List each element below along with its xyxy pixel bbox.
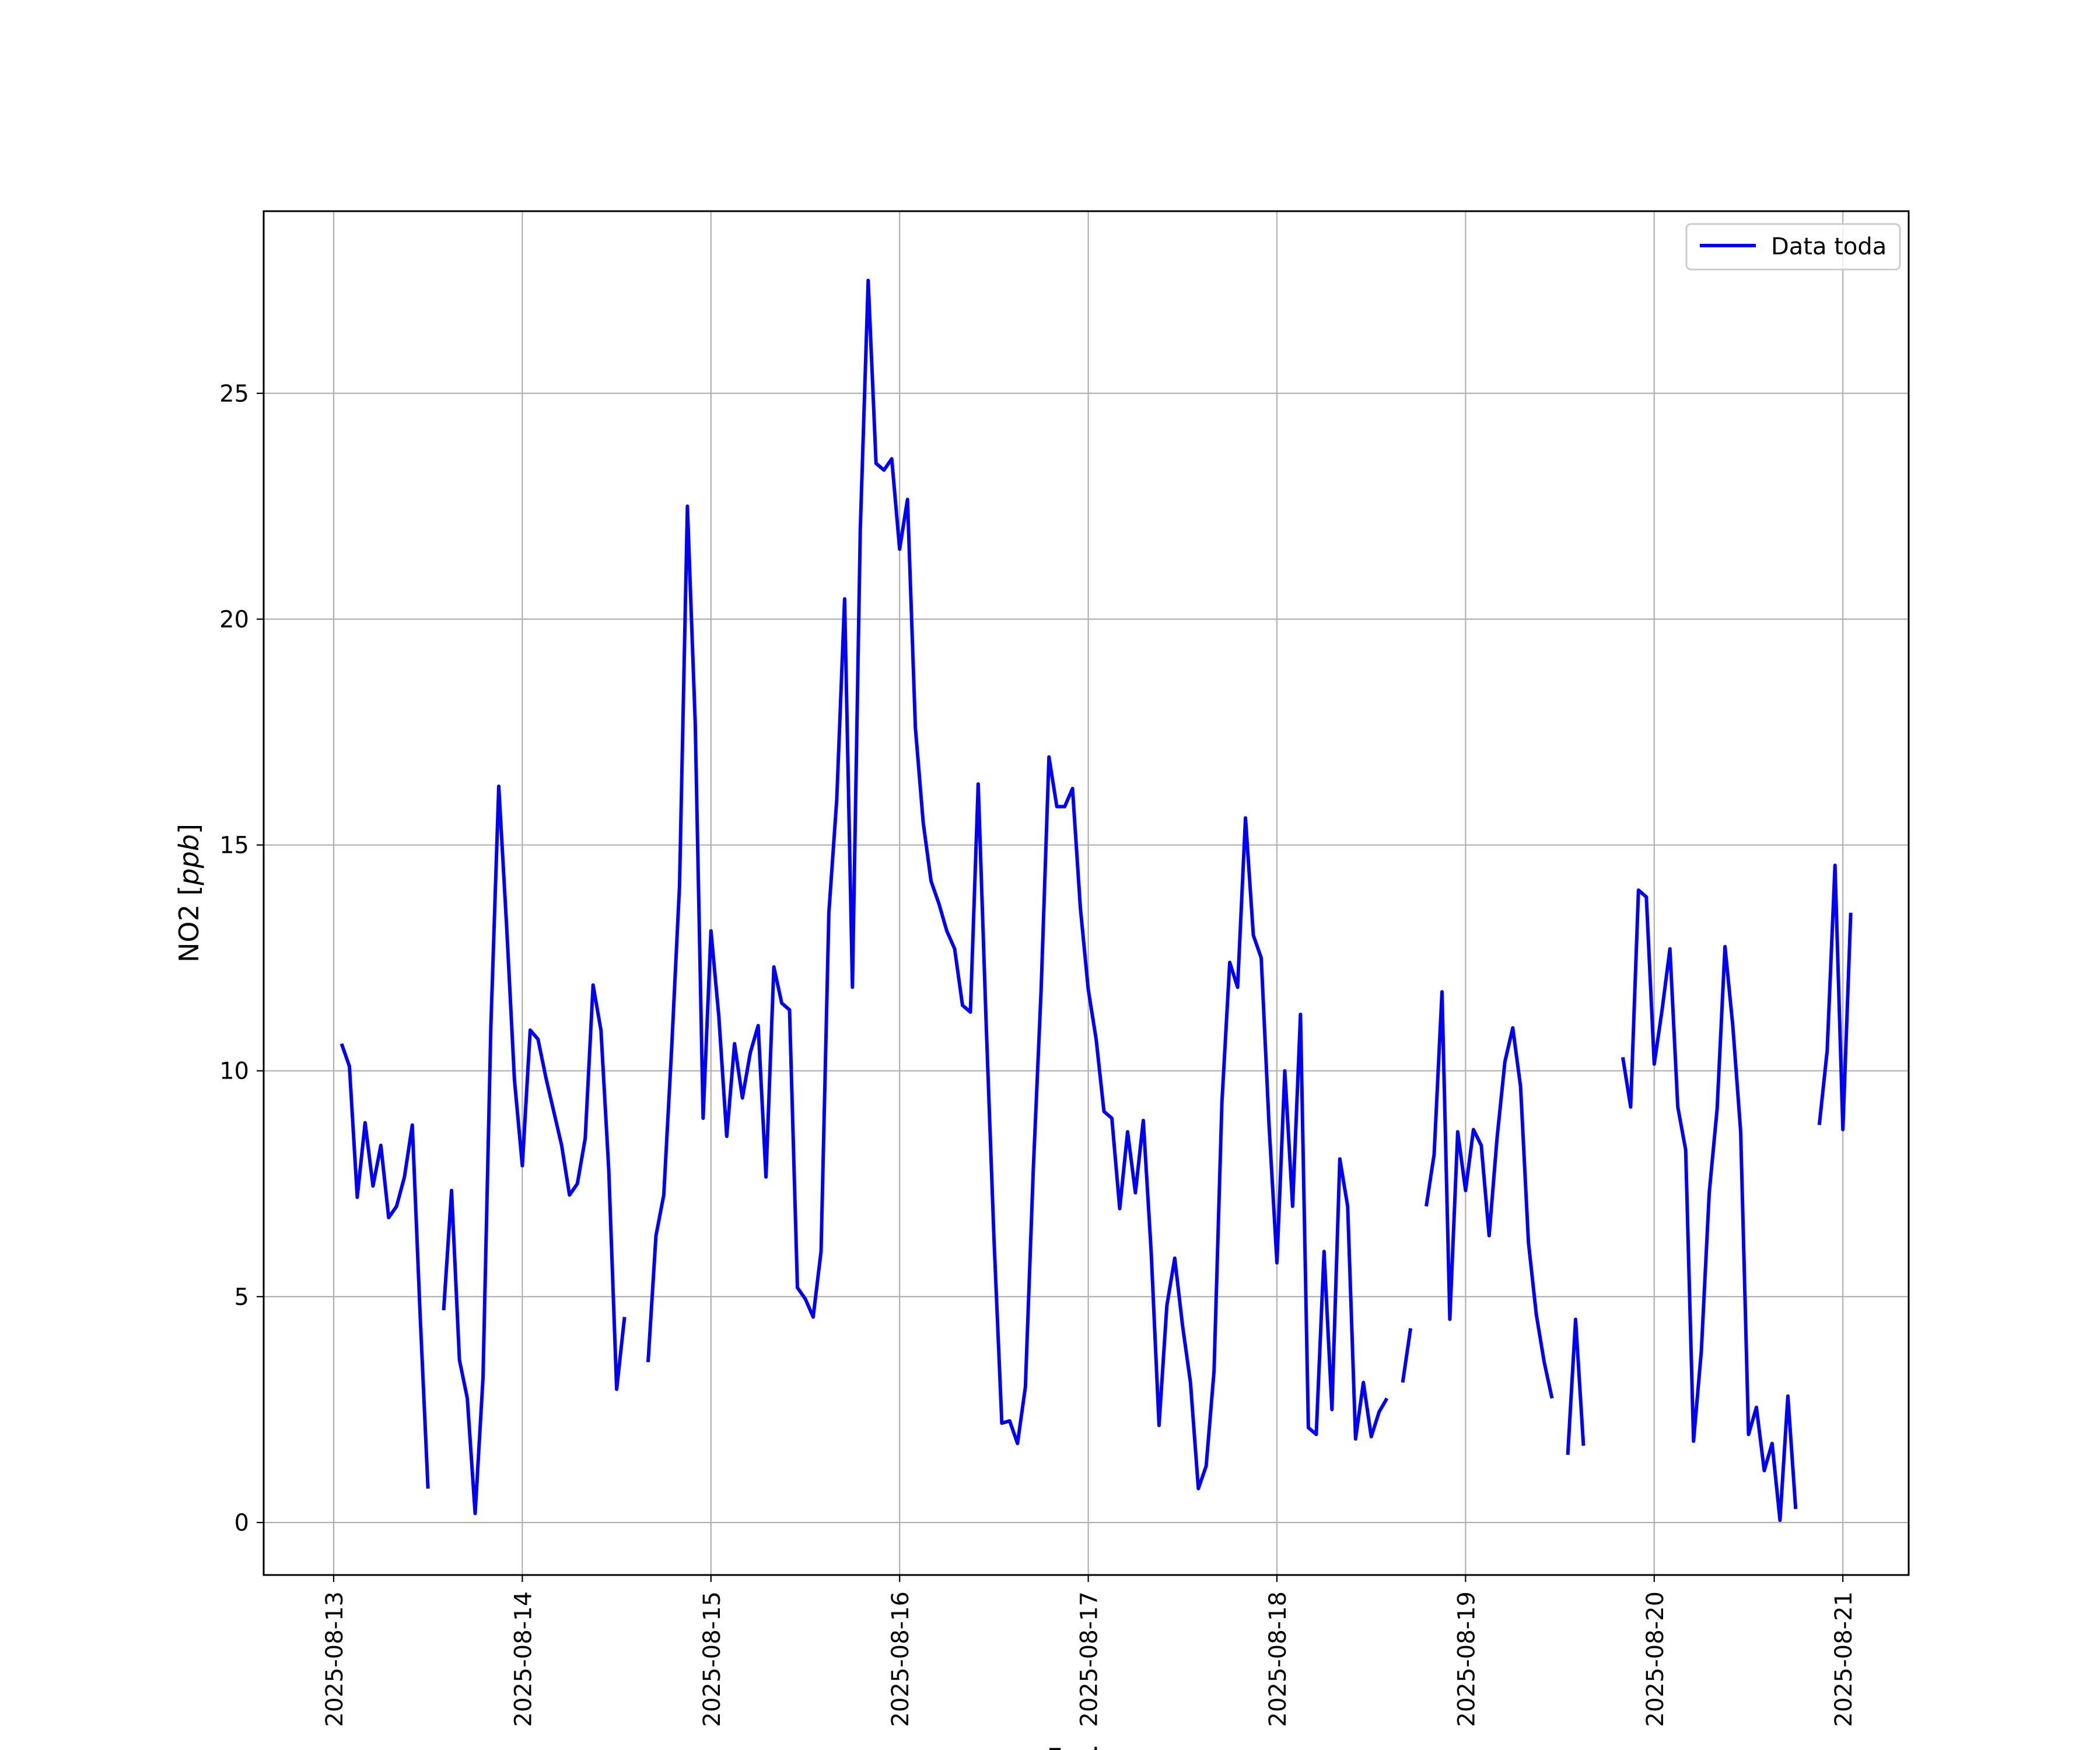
- legend-label: Data toda: [1771, 233, 1887, 260]
- legend: Data toda: [1685, 223, 1901, 271]
- series-line-segment: [646, 278, 1389, 1490]
- series-line-segment: [1401, 1328, 1413, 1383]
- x-tick-label: 2025-08-21: [1831, 1591, 1857, 1727]
- x-tick-label: 2025-08-14: [510, 1591, 537, 1727]
- y-tick-label: 20: [219, 606, 249, 633]
- y-axis-label-main: NO2 [: [173, 886, 205, 963]
- series-line-segment: [1424, 990, 1554, 1399]
- y-tick-label: 5: [235, 1284, 249, 1311]
- x-tick-label: 2025-08-20: [1642, 1591, 1669, 1727]
- data-series-lines: [340, 278, 1853, 1522]
- x-tick-label: 2025-08-17: [1076, 1591, 1103, 1727]
- x-axis: 2025-08-13 2025-08-14 2025-08-15 2025-08-16…: [321, 1575, 1857, 1727]
- x-tick-label: 2025-08-16: [887, 1591, 914, 1727]
- series-line-segment: [1817, 863, 1853, 1132]
- y-axis-label: NO2 [ppb]: [173, 824, 205, 963]
- x-tick-label: 2025-08-15: [699, 1591, 726, 1727]
- y-tick-label: 10: [219, 1058, 249, 1085]
- x-tick-label: 2025-08-13: [321, 1591, 348, 1727]
- x-tick-label: 2025-08-19: [1453, 1591, 1480, 1727]
- plot-frame: [262, 210, 1910, 1576]
- y-axis-label-end: ]: [173, 824, 205, 834]
- y-tick-label: 25: [219, 380, 249, 407]
- y-axis: 0 5 10 15 20 25: [219, 380, 264, 1536]
- legend-box: [1685, 223, 1901, 271]
- x-axis-label: Fecha: [1047, 1742, 1126, 1750]
- x-tick-label: 2025-08-18: [1265, 1591, 1292, 1727]
- series-line-segment: [1620, 888, 1798, 1522]
- y-tick-label: 0: [235, 1510, 249, 1536]
- series-line-segment: [442, 784, 626, 1516]
- y-tick-label: 15: [219, 832, 249, 859]
- y-axis-label-unit: ppb: [173, 834, 205, 886]
- grid-lines: [264, 211, 1909, 1575]
- series-line-segment: [340, 1043, 430, 1489]
- series-line-segment: [1566, 1317, 1586, 1455]
